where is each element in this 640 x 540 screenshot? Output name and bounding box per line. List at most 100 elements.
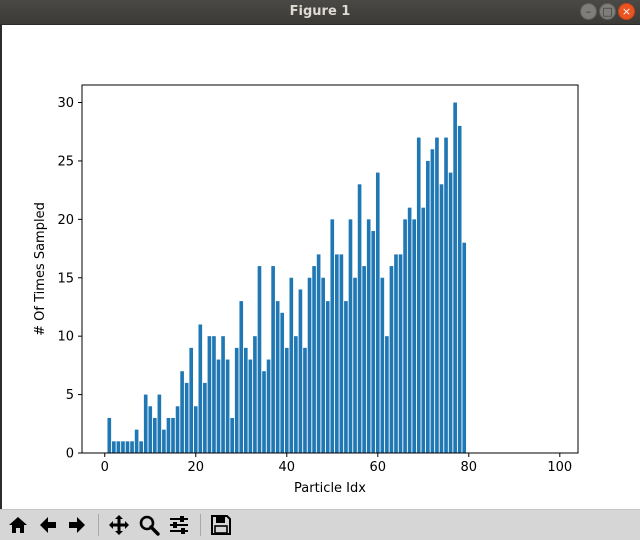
bar	[216, 359, 221, 453]
y-tick-label: 20	[57, 213, 74, 228]
toolbar-separator	[98, 514, 99, 536]
x-tick-label: 100	[547, 460, 572, 475]
bar	[394, 254, 398, 453]
y-tick-label: 10	[57, 330, 74, 345]
x-tick-label: 80	[461, 460, 478, 475]
bar	[107, 417, 112, 453]
bar	[421, 207, 426, 453]
configure-subplots-icon	[170, 516, 188, 534]
close-button[interactable]: ×	[618, 3, 635, 20]
x-axis-label: Particle Idx	[294, 481, 366, 496]
window-title: Figure 1	[289, 4, 351, 19]
bar	[212, 336, 216, 453]
maximize-button[interactable]: □	[599, 3, 616, 20]
x-axis: 0 20 40 60 80 100	[101, 453, 572, 475]
bar	[184, 382, 189, 453]
bar	[298, 289, 303, 453]
bar	[412, 219, 417, 453]
save-button[interactable]	[208, 512, 234, 538]
bar	[239, 301, 244, 453]
bar	[112, 441, 116, 453]
bar	[312, 266, 316, 453]
forward-button[interactable]	[64, 512, 90, 538]
bar	[335, 254, 339, 453]
bar	[371, 231, 376, 453]
bar	[344, 301, 348, 453]
bar	[294, 336, 298, 453]
y-tick-label: 25	[57, 154, 74, 169]
bar	[257, 266, 262, 453]
bar-chart: 0 20 40 60 80 100 0 5 10 15 20 25 30 Particle Idx #…	[33, 84, 579, 496]
y-axis: 0 5 10 15 20 25 30	[57, 96, 82, 462]
bar	[462, 242, 467, 453]
x-tick-label: 0	[101, 460, 109, 475]
bar	[321, 277, 325, 453]
bar	[457, 125, 462, 453]
home-button[interactable]	[5, 512, 31, 538]
minimize-button[interactable]: –	[580, 3, 597, 20]
bar	[193, 406, 198, 453]
bar	[130, 441, 134, 453]
bar	[275, 301, 280, 453]
back-arrow-icon	[40, 517, 56, 533]
bar	[125, 441, 130, 453]
bar	[148, 406, 153, 453]
bar	[157, 394, 162, 453]
bar	[448, 172, 453, 453]
bar	[284, 347, 289, 453]
y-tick-label: 15	[57, 271, 74, 286]
bar	[248, 359, 253, 453]
bar	[203, 382, 207, 453]
navigation-toolbar	[0, 509, 640, 540]
bar	[385, 336, 389, 453]
back-button[interactable]	[35, 512, 61, 538]
x-tick-label: 40	[278, 460, 295, 475]
bar	[426, 160, 430, 453]
move-icon	[109, 515, 129, 535]
bar	[403, 219, 407, 453]
bar	[198, 324, 203, 453]
bar	[262, 371, 266, 453]
zoom-icon	[139, 515, 160, 536]
y-tick-label: 0	[66, 447, 74, 462]
bar	[430, 149, 435, 453]
y-tick-label: 30	[57, 96, 74, 111]
bar	[375, 172, 380, 453]
bar	[166, 417, 171, 453]
bar	[134, 429, 139, 453]
bars-group	[107, 102, 467, 454]
plot-background	[82, 85, 578, 453]
window-titlebar: Figure 1 – □ ×	[0, 0, 640, 25]
bar	[357, 184, 362, 454]
bar	[221, 336, 225, 453]
bar	[316, 254, 321, 453]
bar	[362, 266, 366, 453]
y-axis-label: # Of Times Sampled	[33, 202, 48, 336]
bar	[253, 336, 257, 453]
bar	[353, 277, 357, 453]
configure-subplots-button[interactable]	[166, 512, 192, 538]
bar	[143, 394, 148, 453]
bar	[380, 277, 385, 453]
bar	[271, 266, 275, 453]
bar	[139, 441, 143, 453]
bar	[416, 137, 421, 454]
bar	[243, 347, 248, 453]
bar	[366, 219, 371, 453]
bar	[180, 371, 184, 453]
bar	[121, 441, 125, 453]
y-tick-label: 5	[66, 388, 74, 403]
figure-canvas[interactable]: 0 20 40 60 80 100 0 5 10 15 20 25 30 Particle Idx #…	[2, 25, 640, 509]
pan-button[interactable]	[106, 512, 132, 538]
bar	[289, 277, 294, 453]
bar	[234, 347, 239, 453]
zoom-button[interactable]	[136, 512, 162, 538]
bar	[407, 207, 412, 453]
bar	[266, 359, 271, 453]
bar	[389, 266, 394, 453]
save-icon	[211, 515, 231, 535]
bar	[435, 137, 439, 454]
bar	[171, 417, 175, 453]
bar	[398, 254, 403, 453]
bar	[348, 219, 353, 453]
